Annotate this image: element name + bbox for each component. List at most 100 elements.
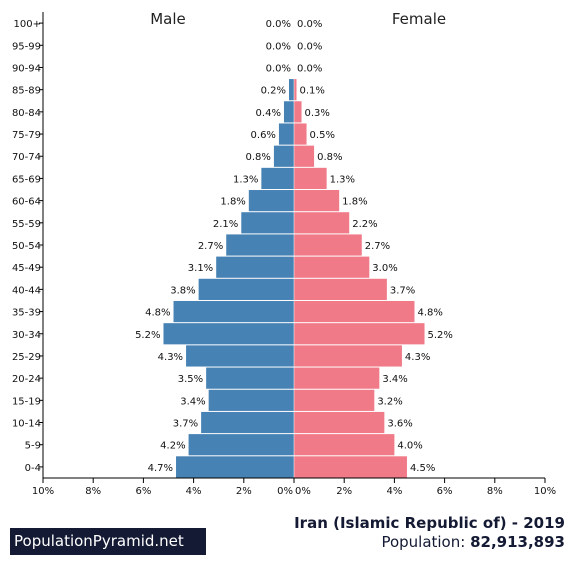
age-group-label: 55-59 [12, 219, 41, 230]
age-group-label: 25-29 [12, 352, 41, 363]
population-readout: Population: 82,913,893 [381, 533, 565, 551]
male-series-label: Male [150, 10, 186, 28]
male-bar [186, 345, 294, 367]
female-bar [294, 79, 297, 101]
male-bar [208, 389, 294, 411]
male-value-label: 3.8% [170, 285, 195, 296]
male-x-tick-label: 6% [135, 486, 151, 497]
male-x-tick-label: 0% [277, 486, 293, 497]
female-value-label: 2.2% [352, 219, 377, 230]
male-bar [188, 434, 294, 456]
population-label: Population: [381, 533, 466, 551]
male-bar [288, 79, 294, 101]
male-value-label: 4.8% [145, 308, 170, 319]
female-bar [294, 278, 387, 300]
female-value-label: 2.7% [365, 241, 390, 252]
female-value-label: 3.2% [377, 396, 402, 407]
age-group-label: 20-24 [12, 374, 41, 385]
age-group-label: 30-34 [12, 330, 41, 341]
male-bar [226, 234, 294, 256]
female-bar [294, 256, 370, 278]
age-group-label: 90-94 [12, 63, 41, 74]
female-value-label: 3.7% [390, 285, 415, 296]
female-value-label: 1.3% [330, 174, 355, 185]
age-group-label: 80-84 [12, 108, 41, 119]
age-group-label: 50-54 [12, 241, 41, 252]
female-x-tick-label: 6% [437, 486, 453, 497]
age-group-label: 100+ [14, 19, 41, 30]
female-x-tick-label: 4% [386, 486, 402, 497]
male-x-tick-label: 2% [236, 486, 252, 497]
male-bar [278, 123, 294, 145]
female-x-tick-label: 2% [336, 486, 352, 497]
male-bar [173, 300, 294, 323]
female-bar [294, 123, 307, 145]
male-value-label: 3.5% [178, 374, 203, 385]
male-bar [198, 278, 294, 300]
female-bar [294, 234, 362, 256]
age-group-label: 65-69 [12, 174, 41, 185]
male-bar [206, 367, 294, 389]
male-value-label: 0.0% [266, 41, 291, 52]
female-x-tick-label: 10% [534, 486, 556, 497]
female-bar [294, 345, 402, 367]
male-value-label: 0.4% [256, 108, 281, 119]
female-value-label: 0.0% [297, 41, 322, 52]
female-bar [294, 145, 315, 167]
age-group-label: 45-49 [12, 263, 41, 274]
female-value-label: 0.3% [305, 108, 330, 119]
male-value-label: 2.1% [213, 219, 238, 230]
male-value-label: 3.4% [180, 396, 205, 407]
female-x-tick-label: 8% [487, 486, 503, 497]
female-value-label: 0.8% [317, 152, 342, 163]
female-value-label: 0.0% [297, 63, 322, 74]
female-value-label: 3.4% [382, 374, 407, 385]
male-value-label: 0.0% [266, 63, 291, 74]
age-group-label: 0-4 [25, 463, 41, 474]
male-bar [261, 167, 294, 190]
female-bar [294, 300, 415, 323]
age-group-label: 75-79 [12, 130, 41, 141]
age-group-label: 10-14 [12, 419, 41, 430]
male-value-label: 4.7% [148, 463, 173, 474]
female-value-label: 0.1% [300, 86, 325, 97]
population-pyramid-chart: Male Female 100+ 0.0% 0.0% 95-99 0.0% 0.0% 90-94… [12, 10, 556, 497]
age-group-label: 95-99 [12, 41, 41, 52]
female-bar [294, 212, 350, 234]
female-bar [294, 367, 380, 389]
male-bar [273, 145, 294, 167]
age-group-label: 85-89 [12, 86, 41, 97]
age-group-label: 60-64 [12, 197, 41, 208]
male-value-label: 0.0% [266, 19, 291, 30]
male-value-label: 1.3% [233, 174, 258, 185]
female-value-label: 4.0% [397, 441, 422, 452]
male-value-label: 0.2% [261, 86, 286, 97]
male-value-label: 3.1% [188, 263, 213, 274]
female-bar [294, 167, 327, 190]
male-bar [201, 411, 294, 434]
female-bar [294, 434, 395, 456]
female-bar [294, 411, 385, 434]
age-group-label: 40-44 [12, 285, 41, 296]
female-x-tick-label: 0% [295, 486, 311, 497]
male-bar [241, 212, 294, 234]
male-value-label: 3.7% [173, 419, 198, 430]
female-bar [294, 323, 425, 345]
male-x-tick-label: 4% [186, 486, 202, 497]
male-bar [163, 323, 294, 345]
male-x-tick-label: 10% [32, 486, 54, 497]
male-value-label: 0.8% [246, 152, 271, 163]
male-value-label: 0.6% [251, 130, 276, 141]
male-bar [248, 190, 294, 212]
male-bar [176, 456, 294, 478]
female-value-label: 4.3% [405, 352, 430, 363]
female-value-label: 1.8% [342, 197, 367, 208]
female-value-label: 0.0% [297, 19, 322, 30]
female-value-label: 4.5% [410, 463, 435, 474]
female-bar [294, 389, 375, 411]
male-x-tick-label: 8% [85, 486, 101, 497]
age-group-label: 5-9 [25, 441, 41, 452]
brand-logo[interactable]: PopulationPyramid.net [10, 528, 206, 555]
male-bar [283, 101, 294, 123]
male-value-label: 5.2% [135, 330, 160, 341]
